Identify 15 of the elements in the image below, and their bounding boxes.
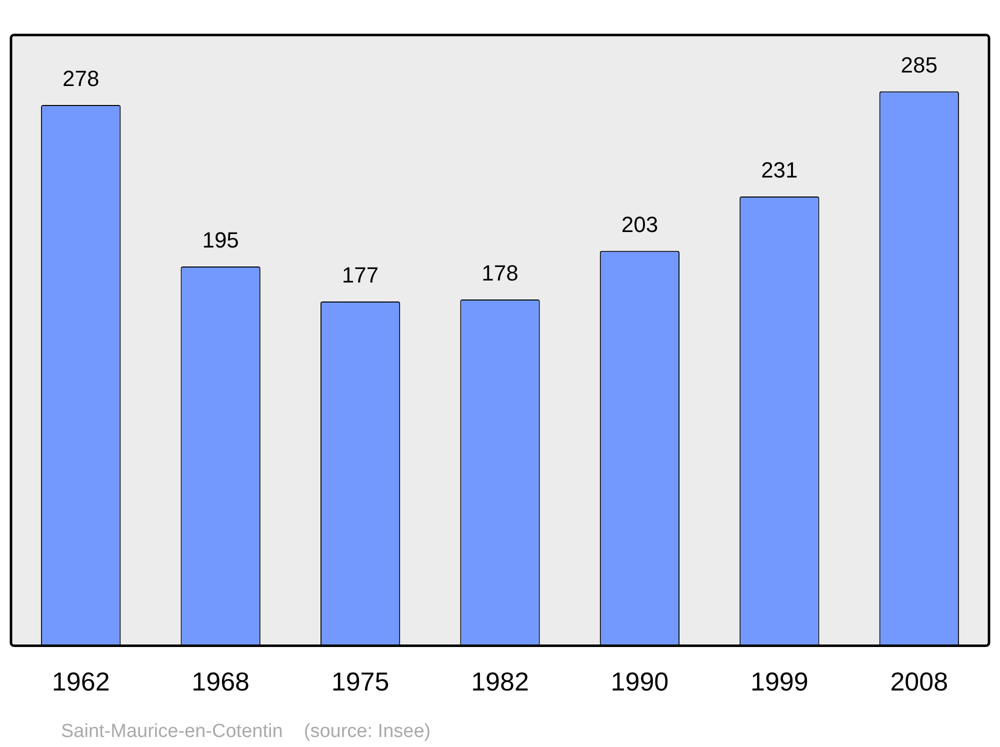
x-tick-label: 1982 [471, 666, 529, 697]
x-tick-label: 1990 [610, 666, 669, 697]
x-tick-label: 2008 [890, 666, 948, 697]
data-label: 177 [342, 262, 379, 288]
text: Saint-Maurice-en-Cotentin (source: Insee) [61, 721, 431, 742]
data-label: 178 [482, 260, 518, 286]
data-label: 195 [202, 228, 239, 253]
x-tick-label: 1962 [52, 666, 110, 697]
data-label: 203 [621, 212, 658, 237]
data-label: 278 [62, 66, 100, 92]
x-tick-label: 1975 [331, 666, 390, 697]
x-tick-label: 1968 [192, 666, 250, 697]
data-label: 285 [900, 52, 938, 78]
x-tick-label: 1999 [750, 666, 808, 697]
data-label: 231 [761, 158, 798, 183]
